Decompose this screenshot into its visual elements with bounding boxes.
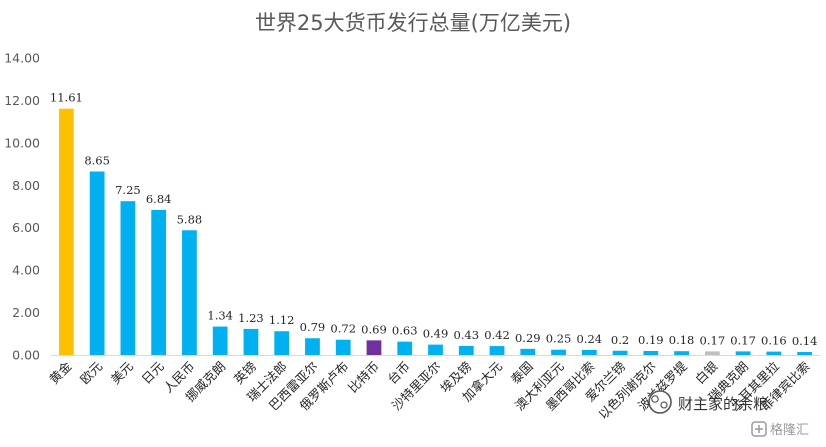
bar bbox=[551, 349, 566, 355]
data-label: 0.79 bbox=[300, 320, 326, 334]
data-label: 0.17 bbox=[700, 333, 726, 347]
data-label: 0.69 bbox=[361, 322, 387, 336]
bar bbox=[674, 351, 689, 355]
bar bbox=[735, 351, 751, 355]
bar bbox=[305, 338, 320, 355]
data-label: 0.16 bbox=[761, 334, 787, 348]
data-label: 7.25 bbox=[115, 183, 141, 197]
x-tick-label: 比特币 bbox=[345, 359, 382, 396]
data-label: 0.24 bbox=[576, 332, 602, 346]
y-tick-label: 2.00 bbox=[12, 305, 40, 320]
data-label: 0.14 bbox=[792, 334, 818, 348]
data-label: 5.88 bbox=[177, 212, 203, 226]
bar bbox=[274, 331, 290, 355]
bar bbox=[643, 350, 659, 355]
gelonghui-logo-icon bbox=[751, 421, 767, 437]
data-label: 0.18 bbox=[669, 333, 695, 347]
bar bbox=[89, 171, 105, 355]
bar bbox=[797, 352, 813, 355]
data-label: 6.84 bbox=[146, 192, 172, 206]
data-label: 0.29 bbox=[515, 331, 541, 345]
data-label: 0.17 bbox=[730, 333, 756, 347]
y-tick-label: 0.00 bbox=[12, 348, 40, 363]
y-tick-label: 14.00 bbox=[4, 51, 40, 66]
data-label: 11.61 bbox=[50, 91, 83, 105]
wechat-watermark: 财主家的余粮 bbox=[648, 390, 768, 414]
x-tick-label: 欧元 bbox=[77, 359, 105, 387]
bar bbox=[335, 339, 351, 355]
bar bbox=[458, 345, 474, 355]
bar bbox=[243, 328, 259, 355]
bar bbox=[489, 346, 505, 355]
y-tick-label: 6.00 bbox=[12, 220, 40, 235]
wechat-account-name: 财主家的余粮 bbox=[678, 395, 768, 413]
data-label: 0.42 bbox=[484, 328, 510, 342]
y-tick-label: 10.00 bbox=[4, 135, 40, 150]
bar bbox=[212, 326, 228, 355]
bar bbox=[428, 344, 443, 355]
data-label: 0.2 bbox=[611, 333, 629, 347]
bar bbox=[397, 341, 413, 355]
y-tick-label: 4.00 bbox=[12, 263, 40, 278]
bar bbox=[766, 351, 782, 355]
x-tick-label: 黄金 bbox=[46, 358, 75, 387]
data-label: 0.43 bbox=[453, 328, 479, 342]
corner-watermark: 格隆汇 bbox=[746, 418, 822, 440]
corner-brand-text: 格隆汇 bbox=[770, 422, 809, 438]
y-tick-label: 8.00 bbox=[12, 178, 40, 193]
y-tick-label: 12.00 bbox=[4, 93, 40, 108]
y-axis: 0.00 2.00 4.00 6.00 8.00 10.00 12.00 14.00 bbox=[4, 51, 40, 363]
data-label: 0.63 bbox=[392, 324, 418, 338]
bar bbox=[120, 201, 136, 355]
data-label: 0.19 bbox=[638, 333, 664, 347]
bar bbox=[58, 108, 74, 355]
data-label: 1.23 bbox=[238, 311, 264, 325]
bar bbox=[704, 351, 720, 355]
bar bbox=[182, 230, 197, 355]
chart-title: 世界25大货币发行总量(万亿美元) bbox=[255, 11, 571, 35]
data-label: 1.12 bbox=[269, 313, 295, 327]
wechat-icon bbox=[648, 390, 672, 414]
bar bbox=[612, 350, 628, 355]
x-tick-label: 美元 bbox=[108, 359, 136, 387]
bar bbox=[581, 349, 597, 355]
data-label: 0.25 bbox=[546, 332, 572, 346]
data-labels: 11.61 8.65 7.25 6.84 5.88 1.34 1.23 1.12 0.79 0.7… bbox=[50, 91, 818, 348]
bar-series bbox=[58, 108, 813, 355]
data-label: 0.72 bbox=[330, 322, 356, 336]
data-label: 0.49 bbox=[423, 327, 449, 341]
bar bbox=[151, 209, 167, 355]
data-label: 1.34 bbox=[207, 309, 233, 323]
bar bbox=[366, 340, 382, 355]
data-label: 8.65 bbox=[84, 153, 110, 167]
bar bbox=[520, 348, 536, 355]
